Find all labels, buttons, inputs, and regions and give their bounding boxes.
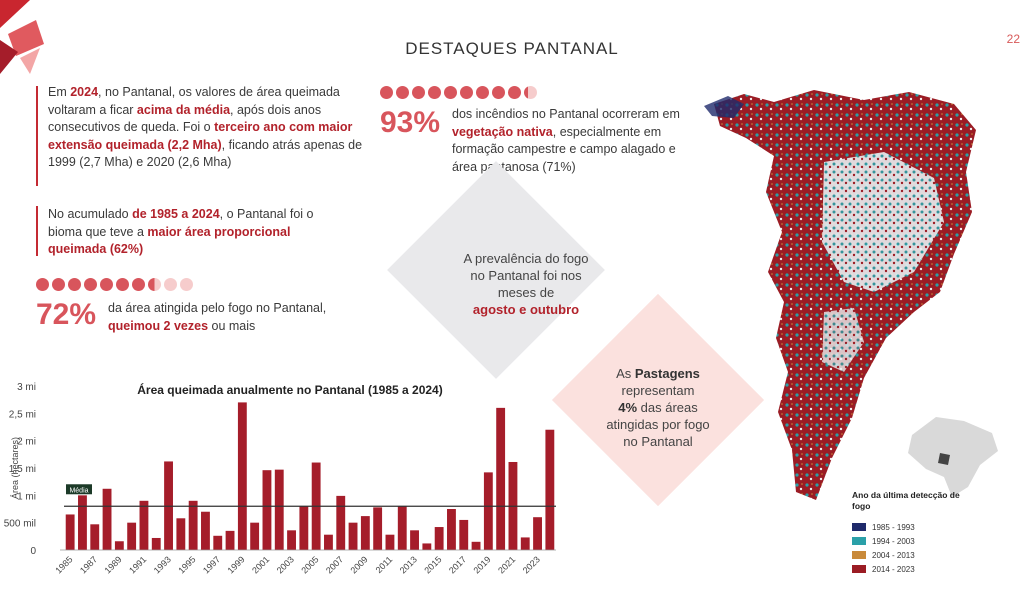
pantanal-fire-map	[704, 90, 976, 500]
bar	[373, 507, 383, 550]
legend-item: 2004 - 2013	[852, 548, 915, 562]
mean-label-box	[66, 484, 92, 495]
bar	[336, 495, 346, 550]
legend-swatch	[852, 537, 866, 545]
legend-swatch	[852, 551, 866, 559]
bar	[434, 527, 444, 550]
stat-93-text: dos incêndios no Pantanal ocorreram em v…	[452, 107, 680, 174]
x-tick-label: 1989	[103, 554, 124, 575]
bar	[533, 517, 542, 550]
mean-label: Média	[69, 487, 88, 494]
x-tick-label: 1993	[152, 554, 173, 575]
x-tick-label: 2003	[275, 554, 296, 575]
x-tick-label: 2019	[472, 554, 493, 575]
bar	[287, 530, 296, 550]
bar	[65, 514, 75, 550]
page-number: 22	[1006, 32, 1020, 46]
chart-title: Área queimada anualmente no Pantanal (19…	[137, 382, 442, 397]
bar	[201, 511, 210, 550]
y-tick-label: 1,5 mi	[9, 464, 36, 475]
legend-swatch	[852, 523, 866, 531]
bar	[262, 470, 272, 550]
bar	[114, 541, 124, 550]
x-tick-label: 2015	[422, 554, 443, 575]
x-tick-label: 2011	[374, 554, 395, 575]
x-tick-label: 2013	[398, 554, 419, 575]
block-accent-bar	[36, 206, 38, 256]
bar	[139, 500, 149, 550]
y-tick-label: 2,5 mi	[9, 409, 36, 420]
y-axis-label: Área (hectares)	[10, 437, 20, 499]
y-tick-label: 3 mi	[17, 382, 36, 393]
x-tick-label: 2023	[521, 554, 542, 575]
text-block-2024: Em 2024, no Pantanal, os valores de área…	[48, 85, 363, 169]
bar	[299, 506, 309, 550]
x-tick-label: 2021	[496, 554, 517, 575]
legend-item: 1994 - 2003	[852, 534, 915, 548]
bar	[250, 522, 260, 550]
bar	[397, 506, 407, 550]
legend-item: 1985 - 1993	[852, 520, 915, 534]
diamond-prevalencia-text: A prevalência do fogo no Pantanal foi no…	[463, 251, 589, 317]
y-tick-label: 0	[30, 546, 36, 557]
bar	[483, 472, 493, 550]
x-tick-label: 2009	[349, 554, 370, 575]
bar	[496, 407, 506, 550]
bar	[324, 534, 333, 550]
block-accent-bar	[36, 86, 38, 186]
bar	[176, 518, 186, 550]
x-tick-label: 2017	[447, 554, 468, 575]
x-tick-label: 1991	[127, 554, 148, 575]
x-tick-label: 2001	[250, 554, 271, 575]
bar	[471, 541, 481, 550]
bar	[520, 537, 530, 550]
text-block-acumulado: No acumulado de 1985 a 2024, o Pantanal …	[48, 207, 314, 256]
bar	[237, 402, 247, 550]
x-tick-label: 2007	[324, 554, 345, 575]
stat-72-text: da área atingida pelo fogo no Pantanal, …	[108, 301, 327, 333]
page-title: DESTAQUES PANTANAL	[405, 39, 619, 58]
bar	[213, 535, 223, 550]
bar	[188, 500, 198, 550]
y-tick-label: 2 mi	[17, 437, 36, 448]
bar	[385, 534, 395, 550]
legend-swatch	[852, 565, 866, 573]
burned-area-bar-chart: Área queimada anualmente no Pantanal (19…	[4, 382, 556, 576]
x-tick-label: 1999	[226, 554, 247, 575]
stat-72-value: 72%	[36, 298, 97, 331]
dots-72	[36, 278, 193, 291]
bar	[78, 495, 87, 550]
y-tick-label: 500 mil	[4, 519, 36, 530]
x-tick-label: 1995	[176, 554, 197, 575]
x-tick-label: 1985	[53, 554, 74, 575]
bar	[422, 543, 432, 550]
stat-93-value: 93%	[380, 106, 441, 139]
legend-item: 2014 - 2023	[852, 562, 915, 576]
y-tick-label: 1 mi	[17, 491, 36, 502]
bar	[360, 516, 370, 550]
bar	[90, 524, 100, 550]
diamond-pastagens-text: As Pastagens representam 4% das áreas atin…	[606, 366, 710, 449]
bar	[459, 519, 469, 550]
brazil-inset-map	[908, 417, 998, 497]
x-tick-label: 2005	[299, 554, 320, 575]
map-legend-title: Ano da última detecção de fogo	[852, 490, 960, 511]
bar	[274, 469, 284, 550]
bar	[545, 429, 555, 550]
x-tick-label: 1987	[78, 554, 99, 575]
x-tick-label: 1997	[201, 554, 222, 575]
bar	[102, 488, 112, 550]
bar	[410, 530, 419, 550]
bar	[151, 537, 161, 550]
map-legend: 1985 - 1993 1994 - 2003 2004 - 2013 2014…	[852, 520, 915, 576]
bar	[225, 530, 235, 550]
bar	[348, 522, 358, 550]
bar	[447, 509, 456, 550]
report-logo	[0, 0, 44, 74]
dots-93	[380, 86, 537, 99]
bar	[127, 522, 137, 550]
